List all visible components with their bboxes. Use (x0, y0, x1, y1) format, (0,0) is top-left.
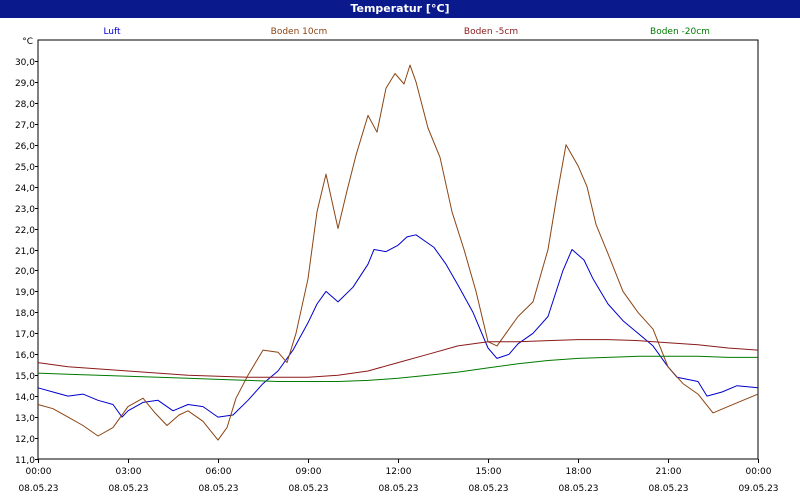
legend-entry-boden-10cm: Boden 10cm (271, 27, 328, 37)
y-tick-label: 28,0 (15, 100, 35, 110)
series-line-luft (37, 234, 759, 418)
y-tick-label: 12,0 (15, 435, 35, 445)
x-tick-date: 08.05.23 (468, 484, 508, 494)
x-tick-time: 12:00 (386, 467, 412, 477)
y-tick-label: 20,0 (15, 267, 35, 277)
x-tick-time: 21:00 (656, 467, 682, 477)
x-tick-time: 15:00 (476, 467, 502, 477)
x-tick-date: 08.05.23 (648, 484, 688, 494)
x-tick-date: 08.05.23 (108, 484, 148, 494)
x-tick-time: 06:00 (206, 467, 232, 477)
y-tick-label: 16,0 (15, 351, 35, 361)
x-tick-date: 09.05.23 (738, 484, 778, 494)
chart-title: Temperatur [°C] (0, 0, 800, 18)
legend: Luft Boden 10cm Boden -5cm Boden -20cm (103, 27, 710, 37)
x-tick-date: 08.05.23 (378, 484, 418, 494)
y-tick-label: 22,0 (15, 226, 35, 236)
x-tick-date: 08.05.23 (558, 484, 598, 494)
y-tick-label: 11,0 (15, 456, 35, 466)
temperature-chart: 11,0 12,0 13,0 14,0 15,0 16,0 17,0 18,0 19,0 20,0… (15, 27, 779, 494)
y-tick-label: 17,0 (15, 330, 35, 340)
y-tick-label: 30,0 (15, 58, 35, 68)
x-tick-time: 00:00 (26, 467, 52, 477)
axes: 11,0 12,0 13,0 14,0 15,0 16,0 17,0 18,0 19,0 20,0… (15, 37, 779, 494)
y-tick-label: 19,0 (15, 288, 35, 298)
y-tick-label: 21,0 (15, 247, 35, 257)
legend-entry-luft: Luft (103, 27, 121, 37)
series-lines (37, 64, 759, 441)
series-line-boden-20cm (37, 355, 758, 382)
y-tick-label: 23,0 (15, 205, 35, 215)
y-tick-label: 18,0 (15, 309, 35, 319)
y-tick-label: 29,0 (15, 79, 35, 89)
x-tick-time: 09:00 (296, 467, 322, 477)
y-axis-unit: °C (22, 37, 33, 47)
series-line-boden-10cm (37, 64, 759, 441)
plot-frame (37, 39, 759, 460)
x-tick-date: 08.05.23 (18, 484, 58, 494)
y-tick-label: 14,0 (15, 393, 35, 403)
y-tick-label: 15,0 (15, 372, 35, 382)
x-tick-time: 18:00 (566, 467, 592, 477)
y-tick-label: 13,0 (15, 414, 35, 424)
series-line-boden-5cm (37, 339, 759, 378)
x-tick-date: 08.05.23 (198, 484, 238, 494)
x-tick-time: 00:00 (746, 467, 772, 477)
y-tick-label: 25,0 (15, 163, 35, 173)
y-tick-label: 24,0 (15, 184, 35, 194)
y-tick-label: 27,0 (15, 121, 35, 131)
x-tick-time: 03:00 (116, 467, 142, 477)
legend-entry-boden-20cm: Boden -20cm (650, 27, 710, 37)
x-tick-date: 08.05.23 (288, 484, 328, 494)
legend-entry-boden-5cm: Boden -5cm (464, 27, 518, 37)
y-tick-label: 26,0 (15, 142, 35, 152)
